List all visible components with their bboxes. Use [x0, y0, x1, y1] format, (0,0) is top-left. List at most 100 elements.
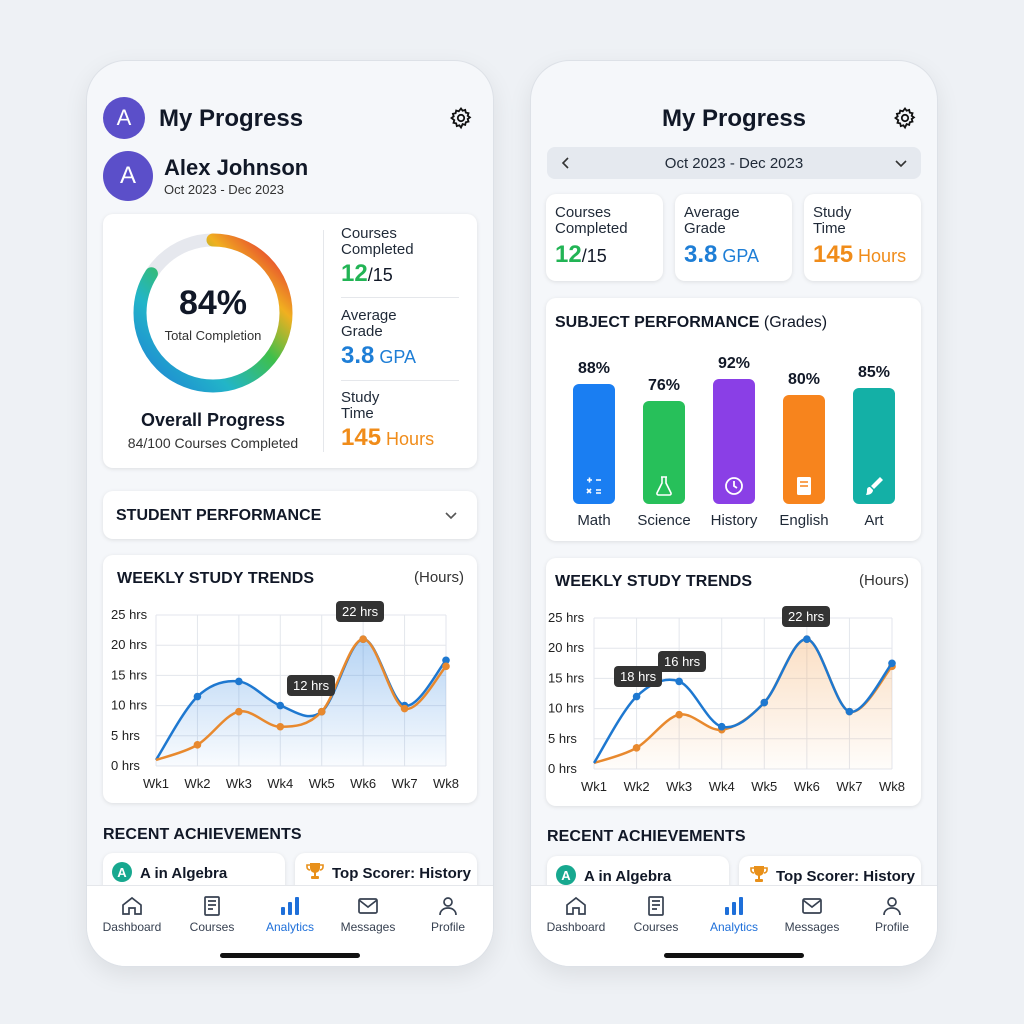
chevron-left-icon[interactable] [559, 155, 573, 176]
x-tick-label: Wk3 [666, 779, 692, 794]
stat-value: 145 [813, 241, 854, 268]
weekly-trends-card: WEEKLY STUDY TRENDS (Hours) 25 hrs 20 hrs… [546, 558, 921, 806]
mail-icon [802, 898, 822, 914]
nav-label: Courses [189, 920, 235, 934]
stat-unit: GPA [717, 246, 760, 266]
achievement-badge: A [112, 862, 132, 882]
data-point[interactable] [235, 707, 243, 716]
weekly-trends-chart: 25 hrs 20 hrs 15 hrs 10 hrs 5 hrs 0 hrs Wk1 Wk2… [548, 610, 905, 794]
subject-bar-group: 92% History [699, 298, 769, 538]
nav-messages[interactable]: Messages [329, 894, 407, 934]
achievement-label: Top Scorer: History [776, 868, 915, 885]
profile-date-range: Oct 2023 - Dec 2023 [164, 182, 284, 197]
trends-title: WEEKLY STUDY TRENDS [555, 573, 753, 590]
nav-dashboard[interactable]: Dashboard [93, 894, 171, 934]
data-point[interactable] [317, 707, 326, 716]
date-range-selector[interactable]: Oct 2023 - Dec 2023 [547, 147, 921, 179]
data-point[interactable] [888, 659, 896, 668]
gear-icon[interactable] [893, 106, 917, 135]
nav-analytics[interactable]: Analytics [695, 894, 773, 934]
tooltip-wk4: 12 hrs [287, 675, 336, 696]
gear-icon[interactable] [449, 106, 473, 135]
subject-bar[interactable] [573, 384, 615, 504]
stat-unit: /15 [367, 265, 393, 285]
y-tick-label: 5 hrs [548, 731, 577, 746]
nav-courses[interactable]: Courses [173, 894, 251, 934]
x-tick-label: Wk3 [226, 776, 252, 791]
data-point[interactable] [717, 722, 726, 731]
data-point[interactable] [442, 662, 450, 671]
stat-label-line1: Average [341, 307, 397, 324]
achievement-label: A in Algebra [140, 865, 228, 882]
subject-bar-group: 88% Math [559, 298, 629, 538]
data-point[interactable] [442, 656, 450, 665]
nav-dashboard[interactable]: Dashboard [537, 894, 615, 934]
trends-title: WEEKLY STUDY TRENDS [117, 570, 315, 587]
bar-category-label: Science [637, 512, 691, 529]
stat-label-line1: Study [813, 204, 852, 221]
weekly-trends-card: WEEKLY STUDY TRENDS (Hours) 25 hrs 20 hrs… [103, 555, 477, 803]
data-point[interactable] [760, 698, 769, 707]
calculator-icon [582, 474, 606, 498]
stat-divider [341, 297, 459, 298]
stat-label-line1: Study [341, 389, 380, 406]
stat-label-line2: Time [341, 405, 374, 422]
student-performance-dropdown[interactable]: STUDENT PERFORMANCE [103, 491, 477, 539]
data-point[interactable] [359, 635, 367, 643]
bar-chart-icon [281, 897, 299, 915]
stat-unit: Hours [853, 246, 907, 266]
nav-courses[interactable]: Courses [617, 894, 695, 934]
stat-value: 3.8 [341, 342, 375, 369]
user-icon [883, 897, 901, 916]
header-avatar[interactable]: A [103, 97, 145, 139]
nav-label: Analytics [709, 920, 759, 934]
data-point[interactable] [193, 692, 202, 701]
y-tick-label: 5 hrs [111, 728, 140, 743]
subject-bar[interactable] [713, 378, 755, 504]
profile-avatar[interactable]: A [103, 151, 153, 201]
data-point[interactable] [632, 744, 641, 752]
nav-messages[interactable]: Messages [773, 894, 851, 934]
data-point[interactable] [400, 704, 409, 713]
data-point[interactable] [193, 741, 202, 749]
bar-value-label: 92% [717, 354, 751, 372]
nav-analytics[interactable]: Analytics [251, 894, 329, 934]
nav-profile[interactable]: Profile [853, 894, 931, 934]
data-point[interactable] [632, 692, 641, 701]
stat-unit: GPA [374, 347, 417, 367]
tooltip-wk6: 22 hrs [782, 606, 831, 627]
data-point[interactable] [235, 677, 243, 686]
x-tick-label: Wk4 [267, 776, 293, 791]
history-icon [722, 474, 746, 498]
completion-ring-arc [133, 233, 293, 393]
achievement-label: A in Algebra [584, 868, 672, 885]
book-icon [792, 474, 816, 498]
data-point[interactable] [845, 707, 854, 716]
ring-value: 84% [178, 284, 248, 322]
nav-profile[interactable]: Profile [409, 894, 487, 934]
home-icon [122, 896, 142, 915]
subject-bar[interactable] [643, 400, 685, 504]
chevron-down-icon[interactable] [893, 155, 909, 176]
stat-label-line2: Completed [555, 220, 628, 237]
date-range-label: Oct 2023 - Dec 2023 [664, 155, 804, 172]
subject-bar[interactable] [853, 388, 895, 504]
data-point[interactable] [276, 722, 285, 731]
x-tick-label: Wk1 [143, 776, 169, 791]
x-tick-label: Wk2 [184, 776, 210, 791]
bar-value-label: 88% [577, 360, 611, 378]
trophy-icon [305, 861, 325, 885]
brush-icon [862, 474, 886, 498]
subject-title: SUBJECT PERFORMANCE [555, 314, 760, 331]
data-point[interactable] [675, 677, 683, 686]
data-point[interactable] [803, 635, 811, 643]
subject-bar[interactable] [783, 395, 825, 504]
data-point[interactable] [675, 710, 683, 719]
nav-label: Dashboard [546, 920, 606, 934]
data-point[interactable] [276, 701, 285, 710]
tooltip-wk6: 22 hrs [336, 601, 385, 622]
stat-divider [341, 380, 459, 381]
stat-label-line1: Average [684, 204, 740, 221]
stat-label-line2: Grade [341, 323, 383, 340]
stat-label-line2: Completed [341, 241, 414, 258]
